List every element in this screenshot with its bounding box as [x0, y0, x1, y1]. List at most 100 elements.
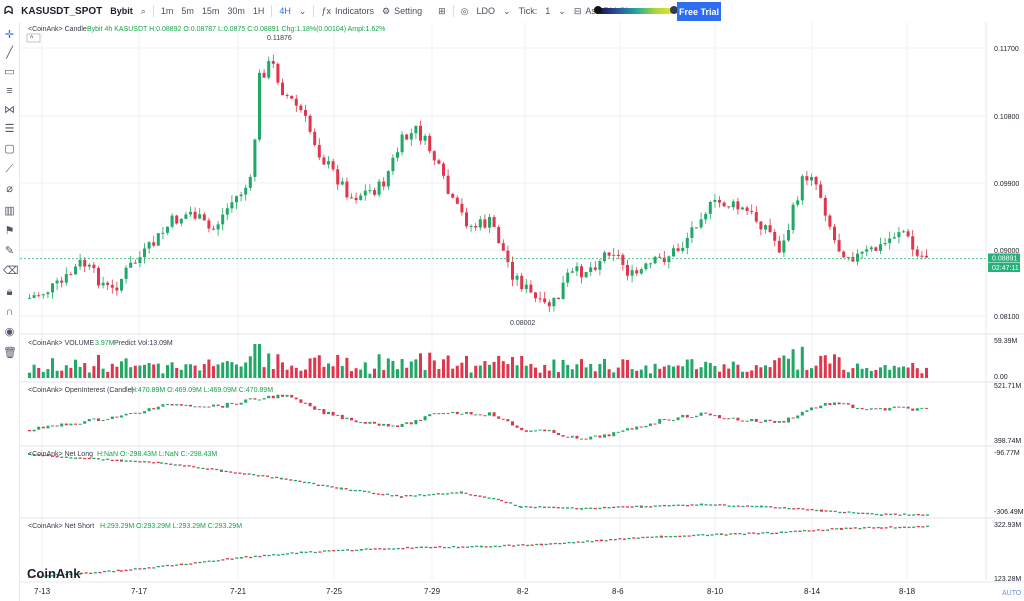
gear-icon[interactable]: ⚙ [382, 5, 391, 16]
magnet-icon[interactable]: ∩ [5, 306, 14, 318]
collapse-toggle[interactable] [26, 33, 41, 43]
note-icon[interactable]: ▢ [4, 143, 15, 155]
candle-body [589, 267, 593, 273]
oi-candle [184, 404, 188, 406]
ruler-icon[interactable]: ⟋ [5, 163, 14, 175]
net-short-segment [766, 531, 769, 534]
oi-candle [133, 412, 137, 414]
net-long-segment [353, 489, 357, 492]
net-short-segment [93, 572, 97, 574]
volume-bar [304, 369, 307, 378]
heatmap-gradient-slider[interactable] [598, 8, 674, 14]
symbol-label[interactable]: KASUSDT_SPOT [21, 5, 103, 17]
net-short-segment [863, 527, 866, 529]
net-long-segment [120, 460, 123, 462]
cluster-icon[interactable]: ⊟ [573, 5, 582, 16]
eye-icon[interactable]: ◎ [460, 5, 469, 16]
chevron-down-icon[interactable]: ⌄ [298, 5, 307, 16]
chevron-down-icon[interactable]: ⌄ [503, 5, 511, 16]
candle-body [285, 95, 289, 97]
candle-body [230, 202, 234, 209]
indicators-button[interactable]: Indicators [334, 6, 374, 16]
net-short-segment [701, 534, 705, 536]
net-long-segment [736, 505, 740, 507]
volume-bar [377, 354, 381, 378]
volume-bar [722, 364, 726, 378]
chevron-up-icon[interactable]: ^ [30, 36, 34, 43]
candle-body [773, 232, 777, 241]
oi-candle [423, 416, 427, 421]
trash-icon[interactable]: 🗑︎ [3, 347, 17, 359]
net-short-segment [420, 546, 423, 548]
timeframe-1m[interactable]: 1m [160, 6, 174, 16]
net-long-segment [907, 514, 911, 516]
net-short-segment [710, 534, 714, 536]
setting-button[interactable]: Setting [394, 6, 423, 16]
net-long-segment [330, 486, 334, 488]
app-logo-icon[interactable]: ᗣ [4, 4, 14, 17]
lock-icon[interactable]: 🔒︎ [6, 286, 13, 298]
volume-bar [336, 354, 340, 378]
crosshair-icon[interactable]: ✛ [4, 29, 15, 41]
candle-body [428, 135, 432, 152]
slider-handle-right[interactable] [670, 6, 678, 14]
oi-candle [64, 423, 68, 426]
ldo-button[interactable]: LDO [476, 6, 496, 16]
free-trial-button[interactable]: Free Trial [677, 2, 721, 21]
chart-area[interactable]: <CoinAnk> Candle Bybit 4h KASUSDT H:0.08… [20, 22, 1024, 601]
indicators-icon[interactable]: ƒx [321, 6, 331, 16]
net-short-segment [143, 567, 146, 570]
timeframe-15m[interactable]: 15m [201, 6, 220, 16]
slider-handle-left[interactable] [594, 6, 602, 14]
oi-candle [221, 405, 225, 408]
oi-candle [51, 425, 54, 427]
net-short-segment [664, 535, 668, 538]
volume-bar [892, 365, 896, 378]
search-icon[interactable]: ⌕ [140, 5, 146, 16]
net-long-segment [74, 457, 77, 459]
drawing-toolbar: ✛ ╱ ▭ ≡ ⋈ ☰ ▢ ⟋ ⌀ ▥ ⚑ ✎ ⌫ 🔒︎ ∩ ◉ 🗑︎ [0, 22, 20, 601]
timeframe-5m[interactable]: 5m [181, 6, 194, 16]
net-short-segment [706, 534, 709, 537]
oi-candle [492, 412, 496, 417]
rectangle-icon[interactable]: ▭ [4, 66, 15, 78]
timeframe-4h[interactable]: 4H [279, 6, 291, 16]
eye-icon[interactable]: ◉ [4, 326, 15, 338]
auto-scale-button[interactable]: AUTO [1002, 590, 1022, 597]
volume-bar [580, 359, 583, 378]
volume-bar [106, 371, 110, 378]
volume-bar [373, 368, 376, 378]
main-ohlc: Bybit 4h KASUSDT H:0.08892 O:0.08787 L:0… [87, 26, 385, 33]
layout-grid-icon[interactable]: ⊞ [438, 5, 446, 16]
volume-bar [534, 367, 537, 378]
magnet-shape-icon[interactable]: ⌀ [6, 183, 13, 195]
candle-body [704, 213, 708, 220]
chevron-down-icon[interactable]: ⌄ [558, 5, 566, 16]
net-long-segment [806, 509, 809, 511]
volume-bar [60, 370, 64, 378]
horizontal-lines-icon[interactable]: ≡ [6, 85, 13, 97]
oi-candle [616, 431, 620, 433]
fib-retracement-icon[interactable]: ☰ [4, 123, 15, 135]
oi-candle [313, 406, 317, 410]
trend-line-icon[interactable]: ╱ [6, 47, 13, 59]
volume-bar [672, 366, 675, 378]
top-toolbar: ᗣ KASUSDT_SPOT Bybit ⌕ 1m 5m 15m 30m 1H … [0, 0, 1024, 23]
bar-chart-icon[interactable]: ▥ [4, 205, 15, 217]
exchange-label[interactable]: Bybit [110, 6, 133, 16]
tick-select[interactable]: 1 [545, 6, 551, 16]
volume-bar [828, 363, 832, 378]
flag-icon[interactable]: ⚑ [4, 225, 15, 237]
brush-icon[interactable]: ✎ [4, 245, 15, 257]
oi-candle [308, 402, 312, 407]
timeframe-30m[interactable]: 30m [227, 6, 245, 16]
net-short-segment [632, 537, 636, 539]
pitchfork-icon[interactable]: ⋈ [4, 104, 15, 116]
eraser-icon[interactable]: ⌫ [3, 265, 19, 277]
oi-candle [621, 430, 625, 432]
timeframe-1h[interactable]: 1H [252, 6, 265, 16]
oi-candle [327, 411, 330, 415]
net-long-segment [413, 495, 417, 497]
candle-body [888, 238, 892, 244]
oi-candle [391, 425, 395, 427]
